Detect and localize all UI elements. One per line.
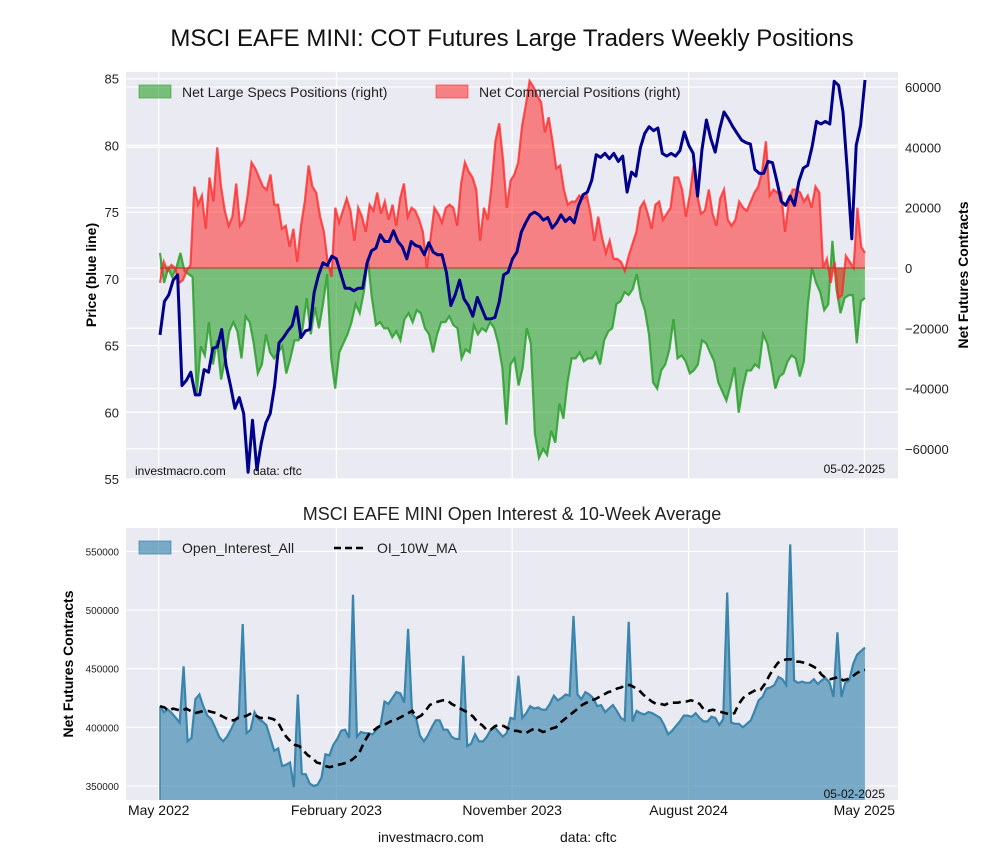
positions-data-note: data: cftc — [253, 464, 302, 478]
date-tick-1: February 2023 — [291, 802, 382, 818]
legend-swatch-large-specs — [138, 84, 172, 99]
date-tick-4: May 2025 — [834, 802, 896, 818]
positions-panel: 55 60 65 70 75 80 85 −60000 −40000 −20000 0 20000 4… — [83, 72, 971, 487]
price-tick-60: 60 — [105, 405, 119, 420]
net-tick-0: 0 — [905, 261, 912, 276]
open-interest-title: MSCI EAFE MINI Open Interest & 10-Week A… — [303, 504, 722, 524]
open-interest-axis-ticks: 350000 400000 450000 500000 550000 — [86, 547, 120, 792]
open-interest-panel: MSCI EAFE MINI Open Interest & 10-Week A… — [60, 504, 898, 818]
legend-label-open-interest: Open_Interest_All — [182, 540, 294, 556]
net-tick--40000: −40000 — [905, 382, 949, 397]
net-contracts-axis-ticks: −60000 −40000 −20000 0 20000 40000 60000 — [905, 80, 949, 457]
oi-tick-450000: 450000 — [86, 665, 120, 676]
legend-label-moving-average: OI_10W_MA — [377, 540, 458, 556]
oi-tick-350000: 350000 — [86, 782, 120, 793]
figure-title: MSCI EAFE MINI: COT Futures Large Trader… — [170, 25, 853, 52]
positions-date-note: 05-02-2025 — [824, 462, 886, 476]
commercial-line — [158, 77, 866, 301]
price-tick-65: 65 — [105, 339, 119, 354]
large-specs-area — [160, 240, 865, 458]
price-tick-70: 70 — [105, 272, 119, 287]
open-interest-area — [160, 544, 865, 800]
positions-source-note: investmacro.com — [135, 464, 226, 478]
net-tick--20000: −20000 — [905, 321, 949, 336]
open-interest-line — [159, 544, 866, 788]
price-tick-80: 80 — [105, 138, 119, 153]
legend-label-large-specs: Net Large Specs Positions (right) — [182, 84, 387, 100]
oi-tick-550000: 550000 — [86, 547, 120, 558]
footer-data: data: cftc — [560, 829, 617, 845]
price-tick-85: 85 — [105, 72, 119, 87]
price-axis-ticks: 55 60 65 70 75 80 85 — [105, 72, 119, 487]
open-interest-axis-label: Net Futures Contracts — [60, 590, 76, 737]
positions-legend: Net Large Specs Positions (right) Net Co… — [138, 84, 681, 100]
open-interest-legend: Open_Interest_All OI_10W_MA — [138, 540, 458, 556]
oi-tick-500000: 500000 — [86, 606, 120, 617]
legend-label-commercial: Net Commercial Positions (right) — [479, 84, 681, 100]
date-axis-ticks: May 2022 February 2023 November 2023 August… — [128, 802, 895, 818]
price-line — [158, 79, 867, 474]
oi-tick-400000: 400000 — [86, 723, 120, 734]
net-tick-20000: 20000 — [905, 201, 941, 216]
price-axis-label: Price (blue line) — [83, 223, 99, 327]
legend-swatch-commercial — [435, 84, 469, 99]
date-tick-2: November 2023 — [462, 802, 562, 818]
net-contracts-axis-label: Net Futures Contracts — [955, 201, 971, 348]
price-line-group — [158, 79, 867, 474]
net-tick-60000: 60000 — [905, 80, 941, 95]
date-tick-3: August 2024 — [649, 802, 728, 818]
commercial-area — [160, 81, 865, 299]
date-tick-0: May 2022 — [128, 802, 190, 818]
net-tick-40000: 40000 — [905, 140, 941, 155]
open-interest-date-note: 05-02-2025 — [824, 787, 886, 801]
net-tick--60000: −60000 — [905, 442, 949, 457]
footer-source: investmacro.com — [378, 829, 484, 845]
open-interest-area-group — [159, 544, 866, 800]
price-tick-55: 55 — [105, 472, 119, 487]
legend-swatch-open-interest — [138, 540, 172, 555]
price-tick-75: 75 — [105, 205, 119, 220]
